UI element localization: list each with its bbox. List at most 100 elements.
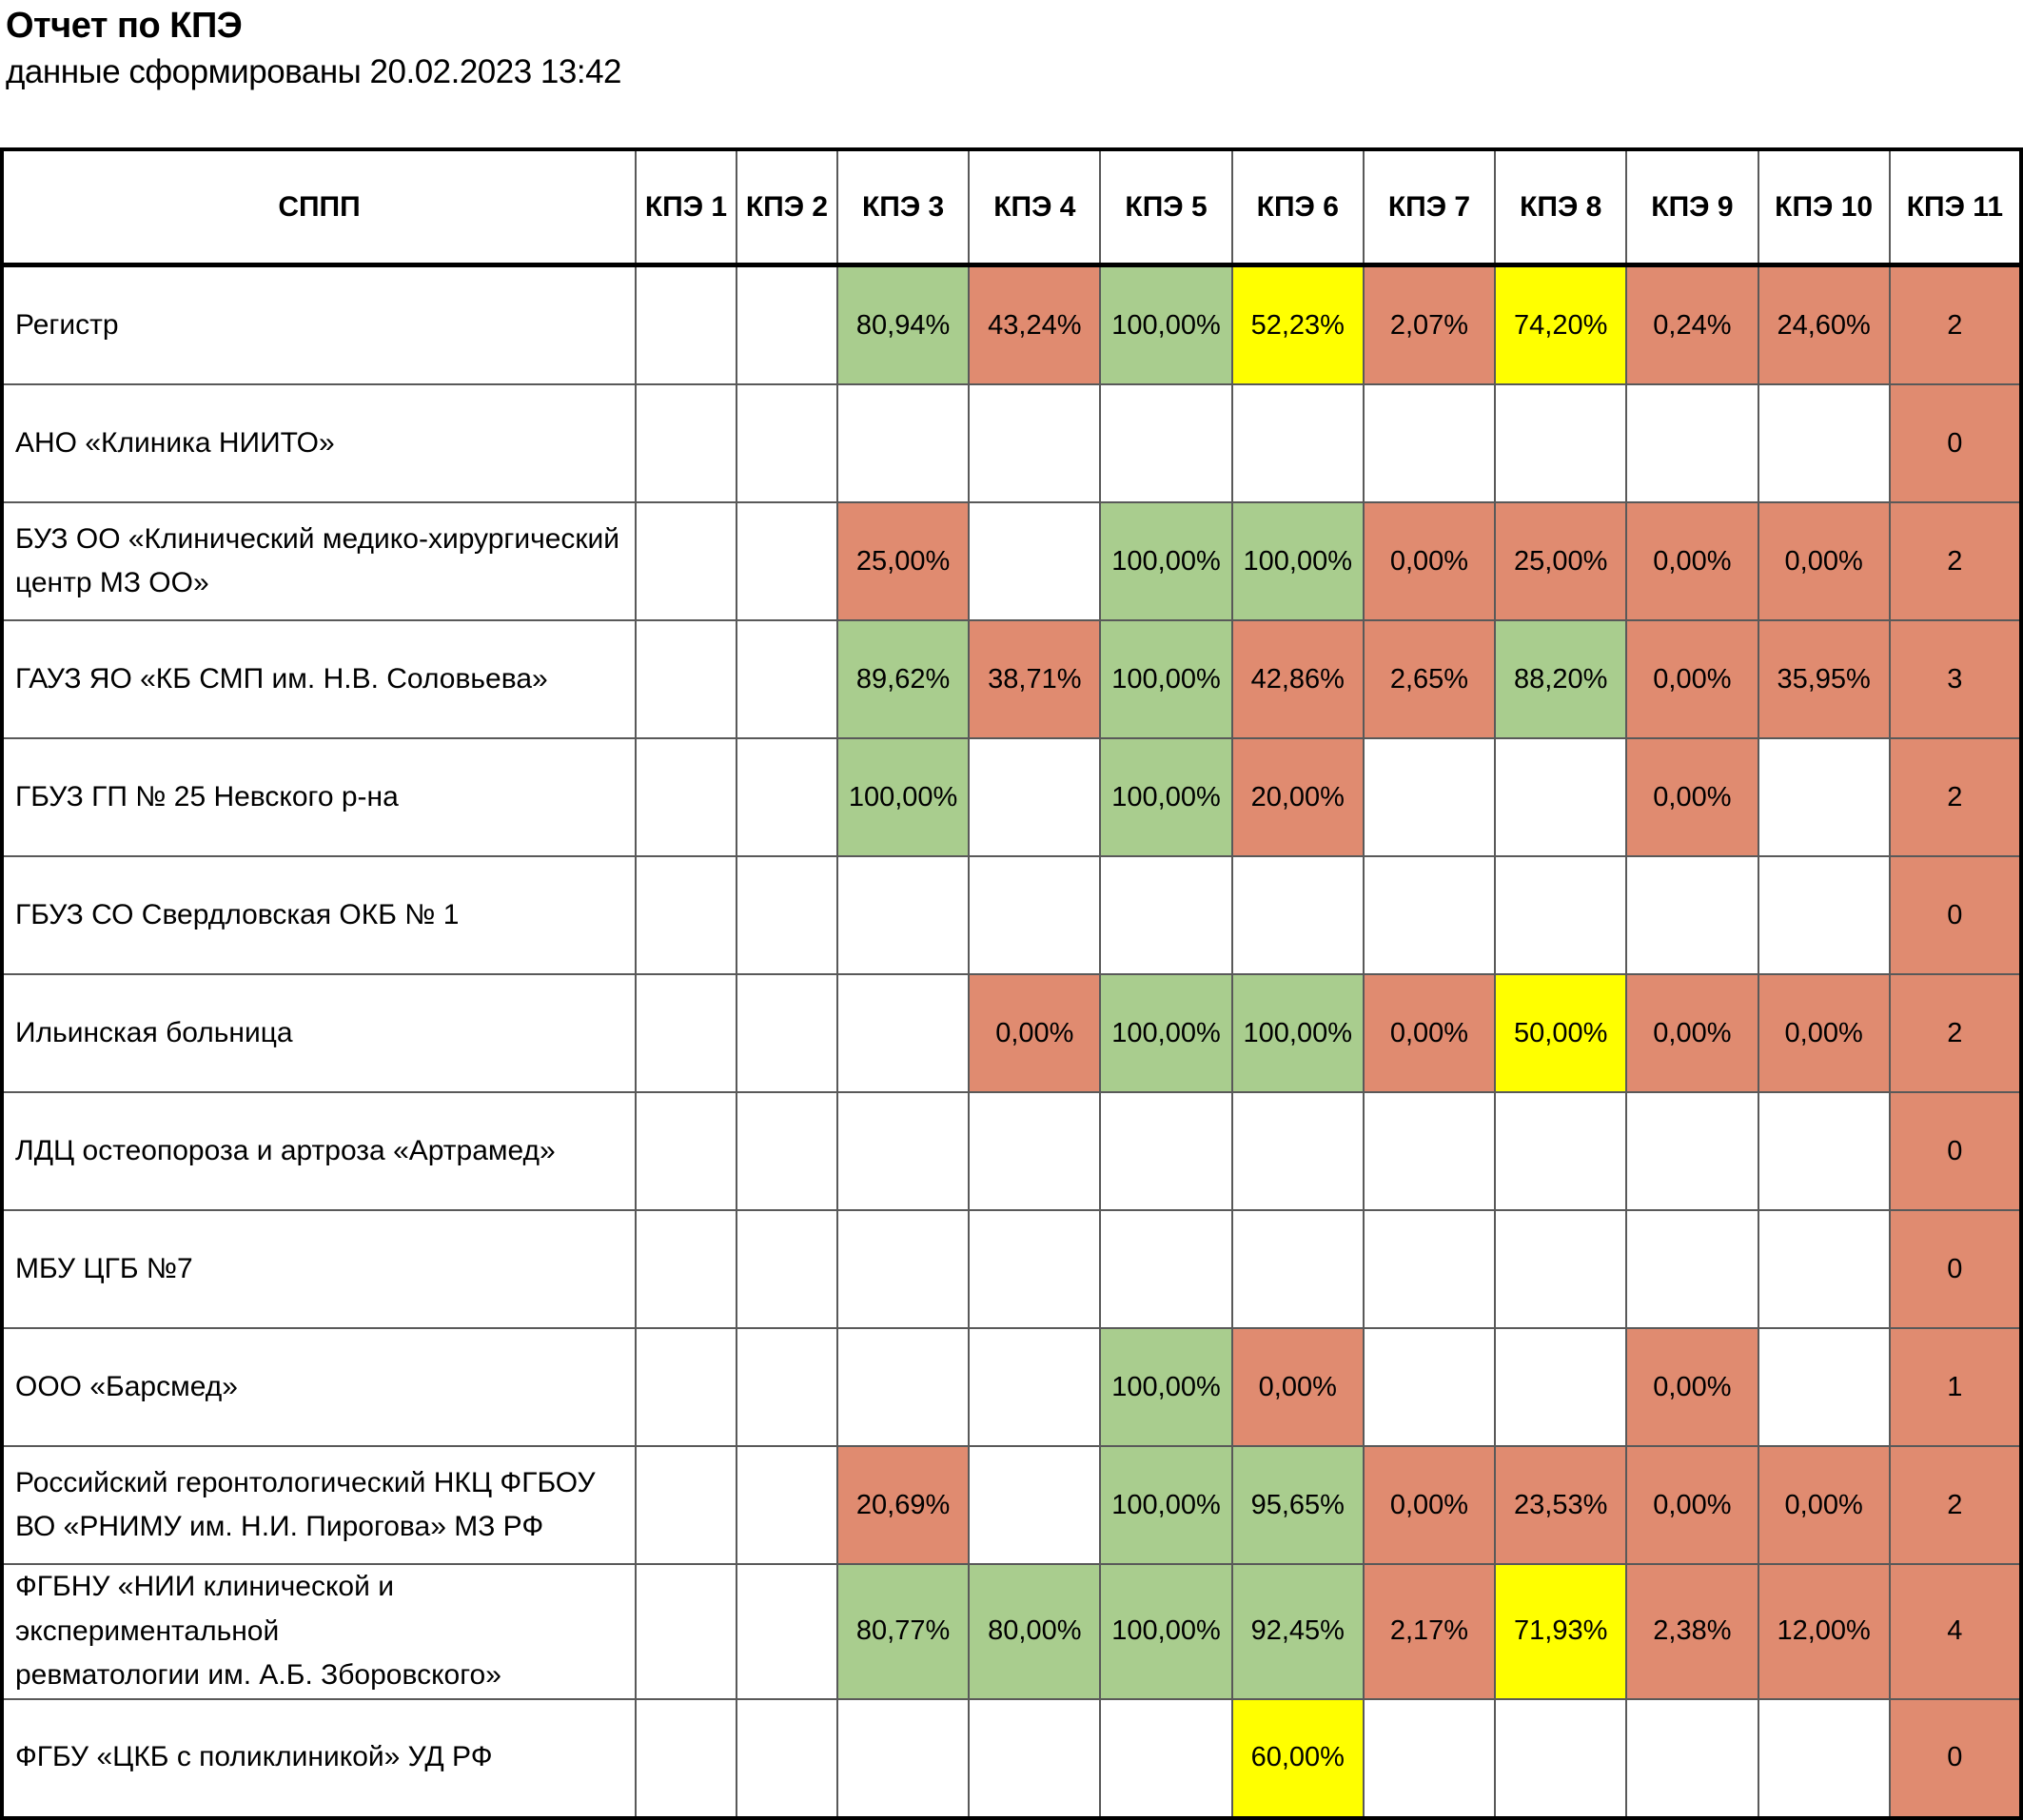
org-name-cell: ГАУЗ ЯО «КБ СМП им. Н.В. Соловьева»: [1, 619, 637, 739]
kpi-value-cell-5: [1099, 1209, 1233, 1329]
kpi-value-cell-9: 0,00%: [1625, 619, 1759, 739]
kpi-value-cell-1: [635, 383, 737, 503]
kpi-value-cell-3: 80,94%: [835, 264, 971, 385]
org-name-cell: Ильинская больница: [1, 973, 637, 1093]
kpi-value-cell-1: [635, 1327, 737, 1447]
kpi-value-cell-3: [835, 383, 971, 503]
kpi-value-cell-10: 24,60%: [1757, 264, 1891, 385]
kpi-value-cell-1: [635, 1563, 737, 1700]
org-name-cell: ООО «Барсмед»: [1, 1327, 637, 1447]
kpi-value-cell-4: 43,24%: [968, 264, 1102, 385]
kpi-value-cell-2: [736, 1445, 838, 1565]
kpi-value-cell-3: [835, 1091, 971, 1211]
kpi-value-cell-5: 100,00%: [1099, 619, 1233, 739]
kpi-value-cell-10: 0,00%: [1757, 501, 1891, 621]
table-row: Регистр 80,94% 43,24% 100,00% 52,23% 2,07% 74,…: [1, 264, 2023, 385]
column-header-kpi-3: КПЭ 3: [835, 148, 971, 267]
column-header-kpi-6: КПЭ 6: [1230, 148, 1365, 267]
kpi-value-cell-3: [835, 1697, 971, 1819]
kpi-value-cell-1: [635, 1091, 737, 1211]
kpi-value-cell-2: [736, 264, 838, 385]
kpi-value-cell-11: 2: [1888, 737, 2023, 857]
kpi-value-cell-10: [1757, 855, 1891, 975]
kpi-value-cell-11: 3: [1888, 619, 2023, 739]
kpi-value-cell-9: [1625, 1209, 1759, 1329]
kpi-value-cell-4: [968, 1445, 1102, 1565]
kpi-value-cell-8: 71,93%: [1494, 1563, 1628, 1700]
kpi-value-cell-2: [736, 1563, 838, 1700]
kpi-value-cell-11: 0: [1888, 383, 2023, 503]
kpi-value-cell-8: [1494, 383, 1628, 503]
report-title: Отчет по КПЭ: [6, 6, 243, 46]
kpi-value-cell-9: [1625, 1697, 1759, 1819]
kpi-value-cell-1: [635, 264, 737, 385]
kpi-value-cell-1: [635, 1697, 737, 1819]
table-body: Регистр 80,94% 43,24% 100,00% 52,23% 2,07% 74,…: [1, 264, 2023, 1819]
kpi-value-cell-10: 0,00%: [1757, 973, 1891, 1093]
kpi-value-cell-3: 80,77%: [835, 1563, 971, 1700]
table-row: Ильинская больница 0,00% 100,00% 100,00% 0,0…: [1, 973, 2023, 1093]
kpi-value-cell-3: 20,69%: [835, 1445, 971, 1565]
kpi-value-cell-9: [1625, 383, 1759, 503]
column-header-sppp: СППП: [1, 148, 637, 267]
kpi-value-cell-2: [736, 501, 838, 621]
org-name-cell: Регистр: [1, 264, 637, 385]
kpi-value-cell-5: [1099, 1697, 1233, 1819]
kpi-value-cell-5: [1099, 855, 1233, 975]
table-row: ФГБУ «ЦКБ с поликлиникой» УД РФ 60,00% 0: [1, 1697, 2023, 1819]
kpi-value-cell-7: 2,65%: [1362, 619, 1497, 739]
kpi-value-cell-4: 0,00%: [968, 973, 1102, 1093]
kpi-value-cell-6: [1230, 1091, 1365, 1211]
kpi-value-cell-9: 0,00%: [1625, 501, 1759, 621]
org-name-cell: ФГБУ «ЦКБ с поликлиникой» УД РФ: [1, 1697, 637, 1819]
kpi-value-cell-9: 0,00%: [1625, 1445, 1759, 1565]
kpi-value-cell-8: [1494, 1091, 1628, 1211]
kpi-value-cell-4: [968, 855, 1102, 975]
kpi-value-cell-3: [835, 1209, 971, 1329]
kpi-value-cell-8: [1494, 1209, 1628, 1329]
kpi-value-cell-6: [1230, 383, 1365, 503]
kpi-value-cell-11: 0: [1888, 855, 2023, 975]
kpi-value-cell-11: 0: [1888, 1697, 2023, 1819]
kpi-value-cell-9: [1625, 1091, 1759, 1211]
kpi-value-cell-1: [635, 501, 737, 621]
kpi-value-cell-7: 0,00%: [1362, 1445, 1497, 1565]
kpi-value-cell-7: [1362, 737, 1497, 857]
column-header-kpi-9: КПЭ 9: [1625, 148, 1759, 267]
kpi-value-cell-5: 100,00%: [1099, 264, 1233, 385]
kpi-value-cell-11: 2: [1888, 1445, 2023, 1565]
column-header-kpi-7: КПЭ 7: [1362, 148, 1497, 267]
kpi-value-cell-10: [1757, 383, 1891, 503]
table-row: ЛДЦ остеопороза и артроза «Артрамед» 0: [1, 1091, 2023, 1211]
kpi-value-cell-6: 95,65%: [1230, 1445, 1365, 1565]
kpi-value-cell-7: 2,07%: [1362, 264, 1497, 385]
kpi-value-cell-7: [1362, 1697, 1497, 1819]
kpi-value-cell-9: 0,00%: [1625, 1327, 1759, 1447]
kpi-value-cell-3: 89,62%: [835, 619, 971, 739]
org-name-cell: Российский геронтологический НКЦ ФГБОУ В…: [1, 1445, 637, 1565]
kpi-value-cell-8: 74,20%: [1494, 264, 1628, 385]
kpi-value-cell-10: [1757, 1209, 1891, 1329]
kpi-value-cell-1: [635, 973, 737, 1093]
kpi-value-cell-9: 0,00%: [1625, 973, 1759, 1093]
table-row: ФГБНУ «НИИ клинической и экспериментальн…: [1, 1563, 2023, 1700]
kpi-value-cell-8: [1494, 737, 1628, 857]
kpi-value-cell-2: [736, 619, 838, 739]
kpi-value-cell-2: [736, 973, 838, 1093]
kpi-value-cell-11: 1: [1888, 1327, 2023, 1447]
kpi-value-cell-4: [968, 501, 1102, 621]
kpi-value-cell-8: 88,20%: [1494, 619, 1628, 739]
kpi-value-cell-7: 0,00%: [1362, 501, 1497, 621]
kpi-value-cell-5: [1099, 383, 1233, 503]
kpi-value-cell-7: 2,17%: [1362, 1563, 1497, 1700]
kpi-value-cell-5: 100,00%: [1099, 1327, 1233, 1447]
column-header-kpi-5: КПЭ 5: [1099, 148, 1233, 267]
org-name-cell: ЛДЦ остеопороза и артроза «Артрамед»: [1, 1091, 637, 1211]
kpi-value-cell-2: [736, 737, 838, 857]
kpi-value-cell-11: 2: [1888, 264, 2023, 385]
kpi-value-cell-10: [1757, 1091, 1891, 1211]
table-row: Российский геронтологический НКЦ ФГБОУ В…: [1, 1445, 2023, 1565]
kpi-value-cell-8: [1494, 1697, 1628, 1819]
